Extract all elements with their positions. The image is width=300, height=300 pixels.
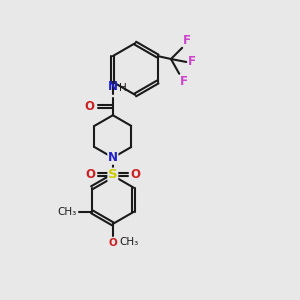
Text: F: F: [180, 75, 188, 88]
Text: N: N: [108, 151, 118, 164]
Text: O: O: [109, 238, 117, 248]
Text: N: N: [108, 80, 118, 93]
Text: H: H: [119, 83, 127, 93]
Text: O: O: [85, 100, 94, 113]
Text: F: F: [188, 56, 196, 68]
Text: CH₃: CH₃: [119, 237, 139, 248]
Text: O: O: [85, 168, 95, 181]
Text: S: S: [108, 168, 118, 181]
Text: F: F: [183, 34, 191, 47]
Text: CH₃: CH₃: [58, 207, 77, 217]
Text: O: O: [130, 168, 140, 181]
